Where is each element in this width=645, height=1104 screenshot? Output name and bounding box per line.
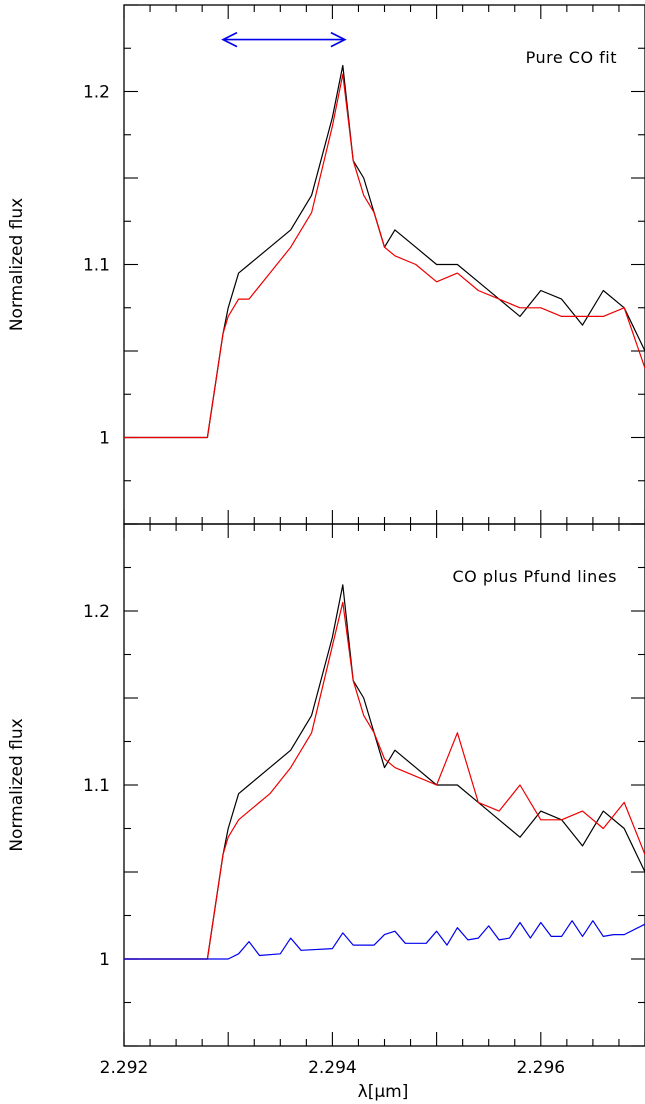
range-arrow-head-left: [221, 31, 238, 48]
series-line-2: [124, 920, 645, 960]
panel-annotation: Pure CO fit: [526, 48, 617, 67]
y-tick-label: 1: [99, 429, 110, 449]
series-line-0: [124, 64, 645, 439]
series-line-1: [124, 601, 645, 960]
x-axis-title: λ[μm]: [358, 1082, 409, 1102]
y-tick-label: 1: [99, 950, 110, 970]
range-arrow-head-right: [330, 31, 347, 48]
y-tick-label: 1.1: [83, 776, 110, 796]
top-panel: 1 1.1 1.2 Normalized flux Pure CO fit: [7, 4, 645, 525]
x-tick-label: 2.296: [516, 1058, 565, 1078]
y-axis-title: Normalized flux: [7, 718, 27, 851]
x-tick-label: 2.294: [308, 1058, 357, 1078]
y-tick-label: 1.2: [83, 602, 110, 622]
panel-annotation: CO plus Pfund lines: [452, 567, 617, 586]
x-tick-label: 2.292: [100, 1058, 149, 1078]
y-axis-title: Normalized flux: [7, 198, 27, 331]
bottom-panel: 1 1.1 1.2 2.292 2.294 2.296 Normalized flux CO …: [7, 523, 645, 1078]
y-tick-label: 1.1: [83, 256, 110, 276]
series-line-0: [124, 584, 645, 960]
y-tick-label: 1.2: [83, 83, 110, 103]
plot-frame: [123, 523, 645, 1047]
series-line-1: [124, 73, 645, 439]
plot-frame: [123, 4, 645, 525]
